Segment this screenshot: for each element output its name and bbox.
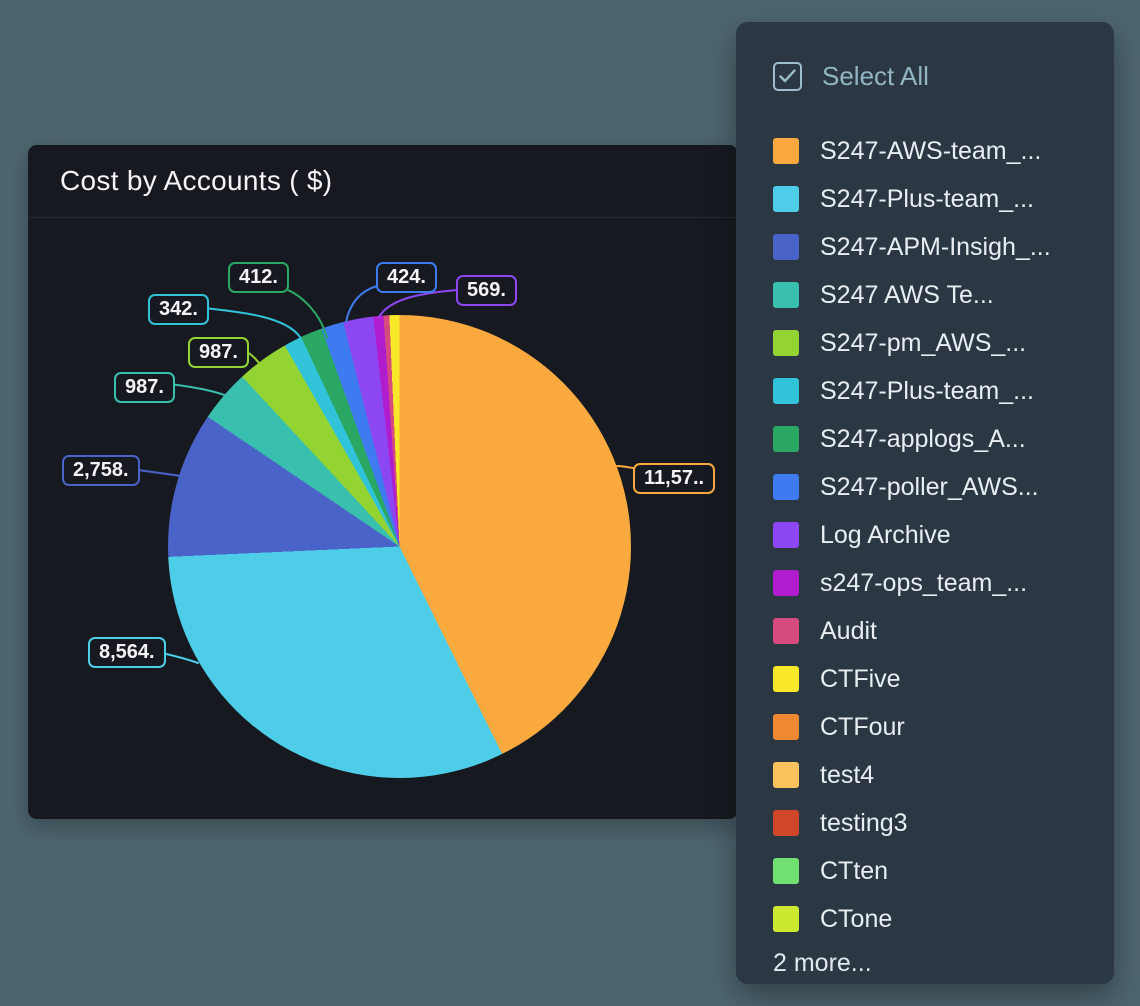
legend-item-label: S247-APM-Insigh_... xyxy=(820,232,1051,261)
pie-callout: 2,758. xyxy=(62,455,140,486)
pie-callout: 8,564. xyxy=(88,637,166,668)
chart-area: 412. 342. 424. 569. 987. 987. 2,758. 8,5… xyxy=(28,218,738,819)
pie-chart[interactable] xyxy=(168,315,631,778)
legend-swatch xyxy=(773,618,799,644)
legend-item-label: Audit xyxy=(820,616,877,645)
legend-swatch xyxy=(773,426,799,452)
pie-callout: 412. xyxy=(228,262,289,293)
legend-item[interactable]: s247-ops_team_... xyxy=(773,559,1088,607)
pie-callout: 424. xyxy=(376,262,437,293)
legend-item-label: S247-Plus-team_... xyxy=(820,184,1034,213)
legend-item-label: s247-ops_team_... xyxy=(820,568,1028,597)
legend-item-label: S247-AWS-team_... xyxy=(820,136,1042,165)
legend-item[interactable]: S247-Plus-team_... xyxy=(773,175,1088,223)
legend-item[interactable]: S247-APM-Insigh_... xyxy=(773,223,1088,271)
card-header: Cost by Accounts ( $) xyxy=(28,145,738,218)
select-all-label: Select All xyxy=(822,60,929,91)
legend-item[interactable]: Log Archive xyxy=(773,511,1088,559)
legend-item[interactable]: CTFour xyxy=(773,703,1088,751)
select-all-checkbox[interactable] xyxy=(773,61,802,91)
card-title: Cost by Accounts ( $) xyxy=(60,165,333,196)
legend-item[interactable]: test4 xyxy=(773,751,1088,799)
legend-swatch xyxy=(773,138,799,164)
legend-item-label: Log Archive xyxy=(820,520,951,549)
legend-swatch xyxy=(773,474,799,500)
legend-list: S247-AWS-team_... S247-Plus-team_... S24… xyxy=(773,127,1088,943)
legend-swatch xyxy=(773,906,799,932)
legend-item[interactable]: CTten xyxy=(773,847,1088,895)
legend-item-label: S247-poller_AWS... xyxy=(820,472,1039,501)
legend-item-label: S247 AWS Te... xyxy=(820,280,994,309)
legend-swatch xyxy=(773,378,799,404)
legend-item[interactable]: S247-Plus-team_... xyxy=(773,367,1088,415)
legend-item[interactable]: Audit xyxy=(773,607,1088,655)
legend-item-label: test4 xyxy=(820,760,875,789)
pie-callout: 569. xyxy=(456,275,517,306)
legend-swatch xyxy=(773,762,799,788)
legend-swatch xyxy=(773,330,799,356)
legend-dropdown: Select All S247-AWS-team_... S247-Plus-t… xyxy=(736,22,1114,984)
legend-item[interactable]: CTone xyxy=(773,895,1088,943)
legend-item[interactable]: S247-poller_AWS... xyxy=(773,463,1088,511)
legend-more-link[interactable]: 2 more... xyxy=(773,949,872,977)
legend-swatch xyxy=(773,522,799,548)
legend-item-label: S247-applogs_A... xyxy=(820,424,1026,453)
legend-swatch xyxy=(773,810,799,836)
legend-swatch xyxy=(773,858,799,884)
legend-item[interactable]: testing3 xyxy=(773,799,1088,847)
legend-item[interactable]: S247-applogs_A... xyxy=(773,415,1088,463)
legend-item-label: testing3 xyxy=(820,808,908,837)
legend-item-label: CTFour xyxy=(820,712,905,741)
cost-by-accounts-card: Cost by Accounts ( $) 412. 342. 424. 569… xyxy=(28,145,738,819)
legend-item[interactable]: S247-pm_AWS_... xyxy=(773,319,1088,367)
legend-item-label: S247-Plus-team_... xyxy=(820,376,1034,405)
legend-swatch xyxy=(773,570,799,596)
pie-callout: 11,57.. xyxy=(633,463,716,494)
pie-callout: 987. xyxy=(114,372,175,403)
select-all-row[interactable]: Select All xyxy=(773,60,1088,91)
legend-item[interactable]: CTFive xyxy=(773,655,1088,703)
legend-item[interactable]: S247-AWS-team_... xyxy=(773,127,1088,175)
legend-item-label: CTFive xyxy=(820,664,901,693)
legend-item-label: S247-pm_AWS_... xyxy=(820,328,1027,357)
legend-item-label: CTten xyxy=(820,856,889,885)
legend-swatch xyxy=(773,234,799,260)
legend-swatch xyxy=(773,666,799,692)
legend-swatch xyxy=(773,186,799,212)
legend-swatch xyxy=(773,282,799,308)
legend-swatch xyxy=(773,714,799,740)
legend-item[interactable]: S247 AWS Te... xyxy=(773,271,1088,319)
check-icon xyxy=(779,69,796,83)
legend-item-label: CTone xyxy=(820,904,893,933)
pie-callout: 987. xyxy=(188,337,249,368)
pie-callout: 342. xyxy=(148,294,209,325)
